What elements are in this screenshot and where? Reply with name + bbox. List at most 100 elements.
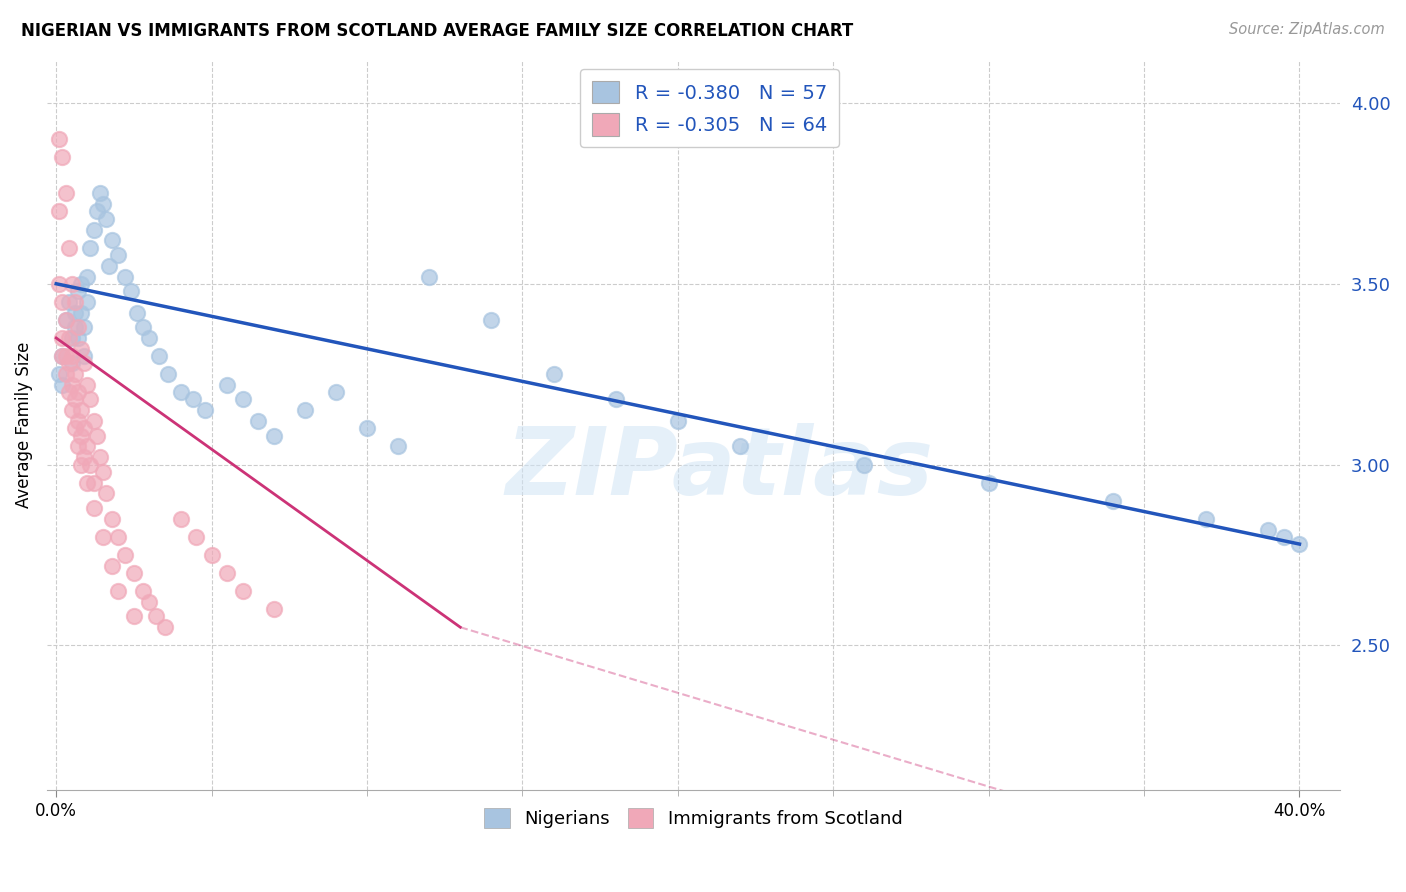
Text: ZIPatlas: ZIPatlas [505,423,934,515]
Point [201,548,224,562]
Point [70,342,93,356]
Point [70,306,93,320]
Point [479,313,502,327]
Point [51,150,73,164]
Point [83,414,105,428]
Point [153,620,176,634]
Point [55,367,77,381]
Point [194,403,217,417]
Y-axis label: Average Family Size: Average Family Size [15,342,32,508]
Point [83,500,105,515]
Point [217,378,239,392]
Point [76,475,98,490]
Point [58,385,80,400]
Point [55,349,77,363]
Point [83,222,105,236]
Point [86,204,108,219]
Point [232,584,254,599]
Point [60,356,83,370]
Point [55,313,77,327]
Point [107,248,129,262]
Point [1272,530,1295,544]
Point [70,403,93,417]
Point [83,475,105,490]
Point [217,566,239,580]
Text: NIGERIAN VS IMMIGRANTS FROM SCOTLAND AVERAGE FAMILY SIZE CORRELATION CHART: NIGERIAN VS IMMIGRANTS FROM SCOTLAND AVE… [21,22,853,40]
Point [263,602,285,616]
Point [66,284,89,298]
Point [76,294,98,309]
Point [148,349,170,363]
Point [73,349,96,363]
Point [58,356,80,370]
Text: Source: ZipAtlas.com: Source: ZipAtlas.com [1229,22,1385,37]
Point [63,294,86,309]
Point [79,392,101,407]
Point [63,392,86,407]
Point [181,392,204,407]
Point [543,367,565,381]
Point [120,284,142,298]
Point [73,356,96,370]
Point [63,421,86,435]
Point [325,385,347,400]
Point [51,349,73,363]
Point [79,241,101,255]
Point [387,440,409,454]
Point [63,367,86,381]
Point [66,331,89,345]
Point [605,392,627,407]
Point [1195,512,1218,526]
Point [94,486,117,500]
Point [263,428,285,442]
Point [132,584,155,599]
Point [107,530,129,544]
Point [79,458,101,472]
Point [60,277,83,291]
Point [247,414,270,428]
Point [114,548,136,562]
Point [63,306,86,320]
Point [48,277,70,291]
Point [63,320,86,334]
Point [169,385,191,400]
Point [66,320,89,334]
Point [94,211,117,226]
Point [48,132,70,146]
Point [66,440,89,454]
Point [73,421,96,435]
Point [101,233,124,247]
Point [138,595,160,609]
Point [728,440,751,454]
Point [48,367,70,381]
Point [58,294,80,309]
Point [101,558,124,573]
Point [70,458,93,472]
Point [107,584,129,599]
Point [70,277,93,291]
Point [55,186,77,201]
Point [70,428,93,442]
Point [138,331,160,345]
Point [60,349,83,363]
Point [122,566,145,580]
Point [91,197,114,211]
Point [51,349,73,363]
Point [58,331,80,345]
Point [101,512,124,526]
Point [1288,537,1310,551]
Point [60,403,83,417]
Point [418,269,440,284]
Point [76,269,98,284]
Point [356,421,378,435]
Point [91,530,114,544]
Point [51,294,73,309]
Point [91,465,114,479]
Point [86,428,108,442]
Point [114,269,136,284]
Point [60,331,83,345]
Point [48,204,70,219]
Point [73,320,96,334]
Point [66,385,89,400]
Point [294,403,316,417]
